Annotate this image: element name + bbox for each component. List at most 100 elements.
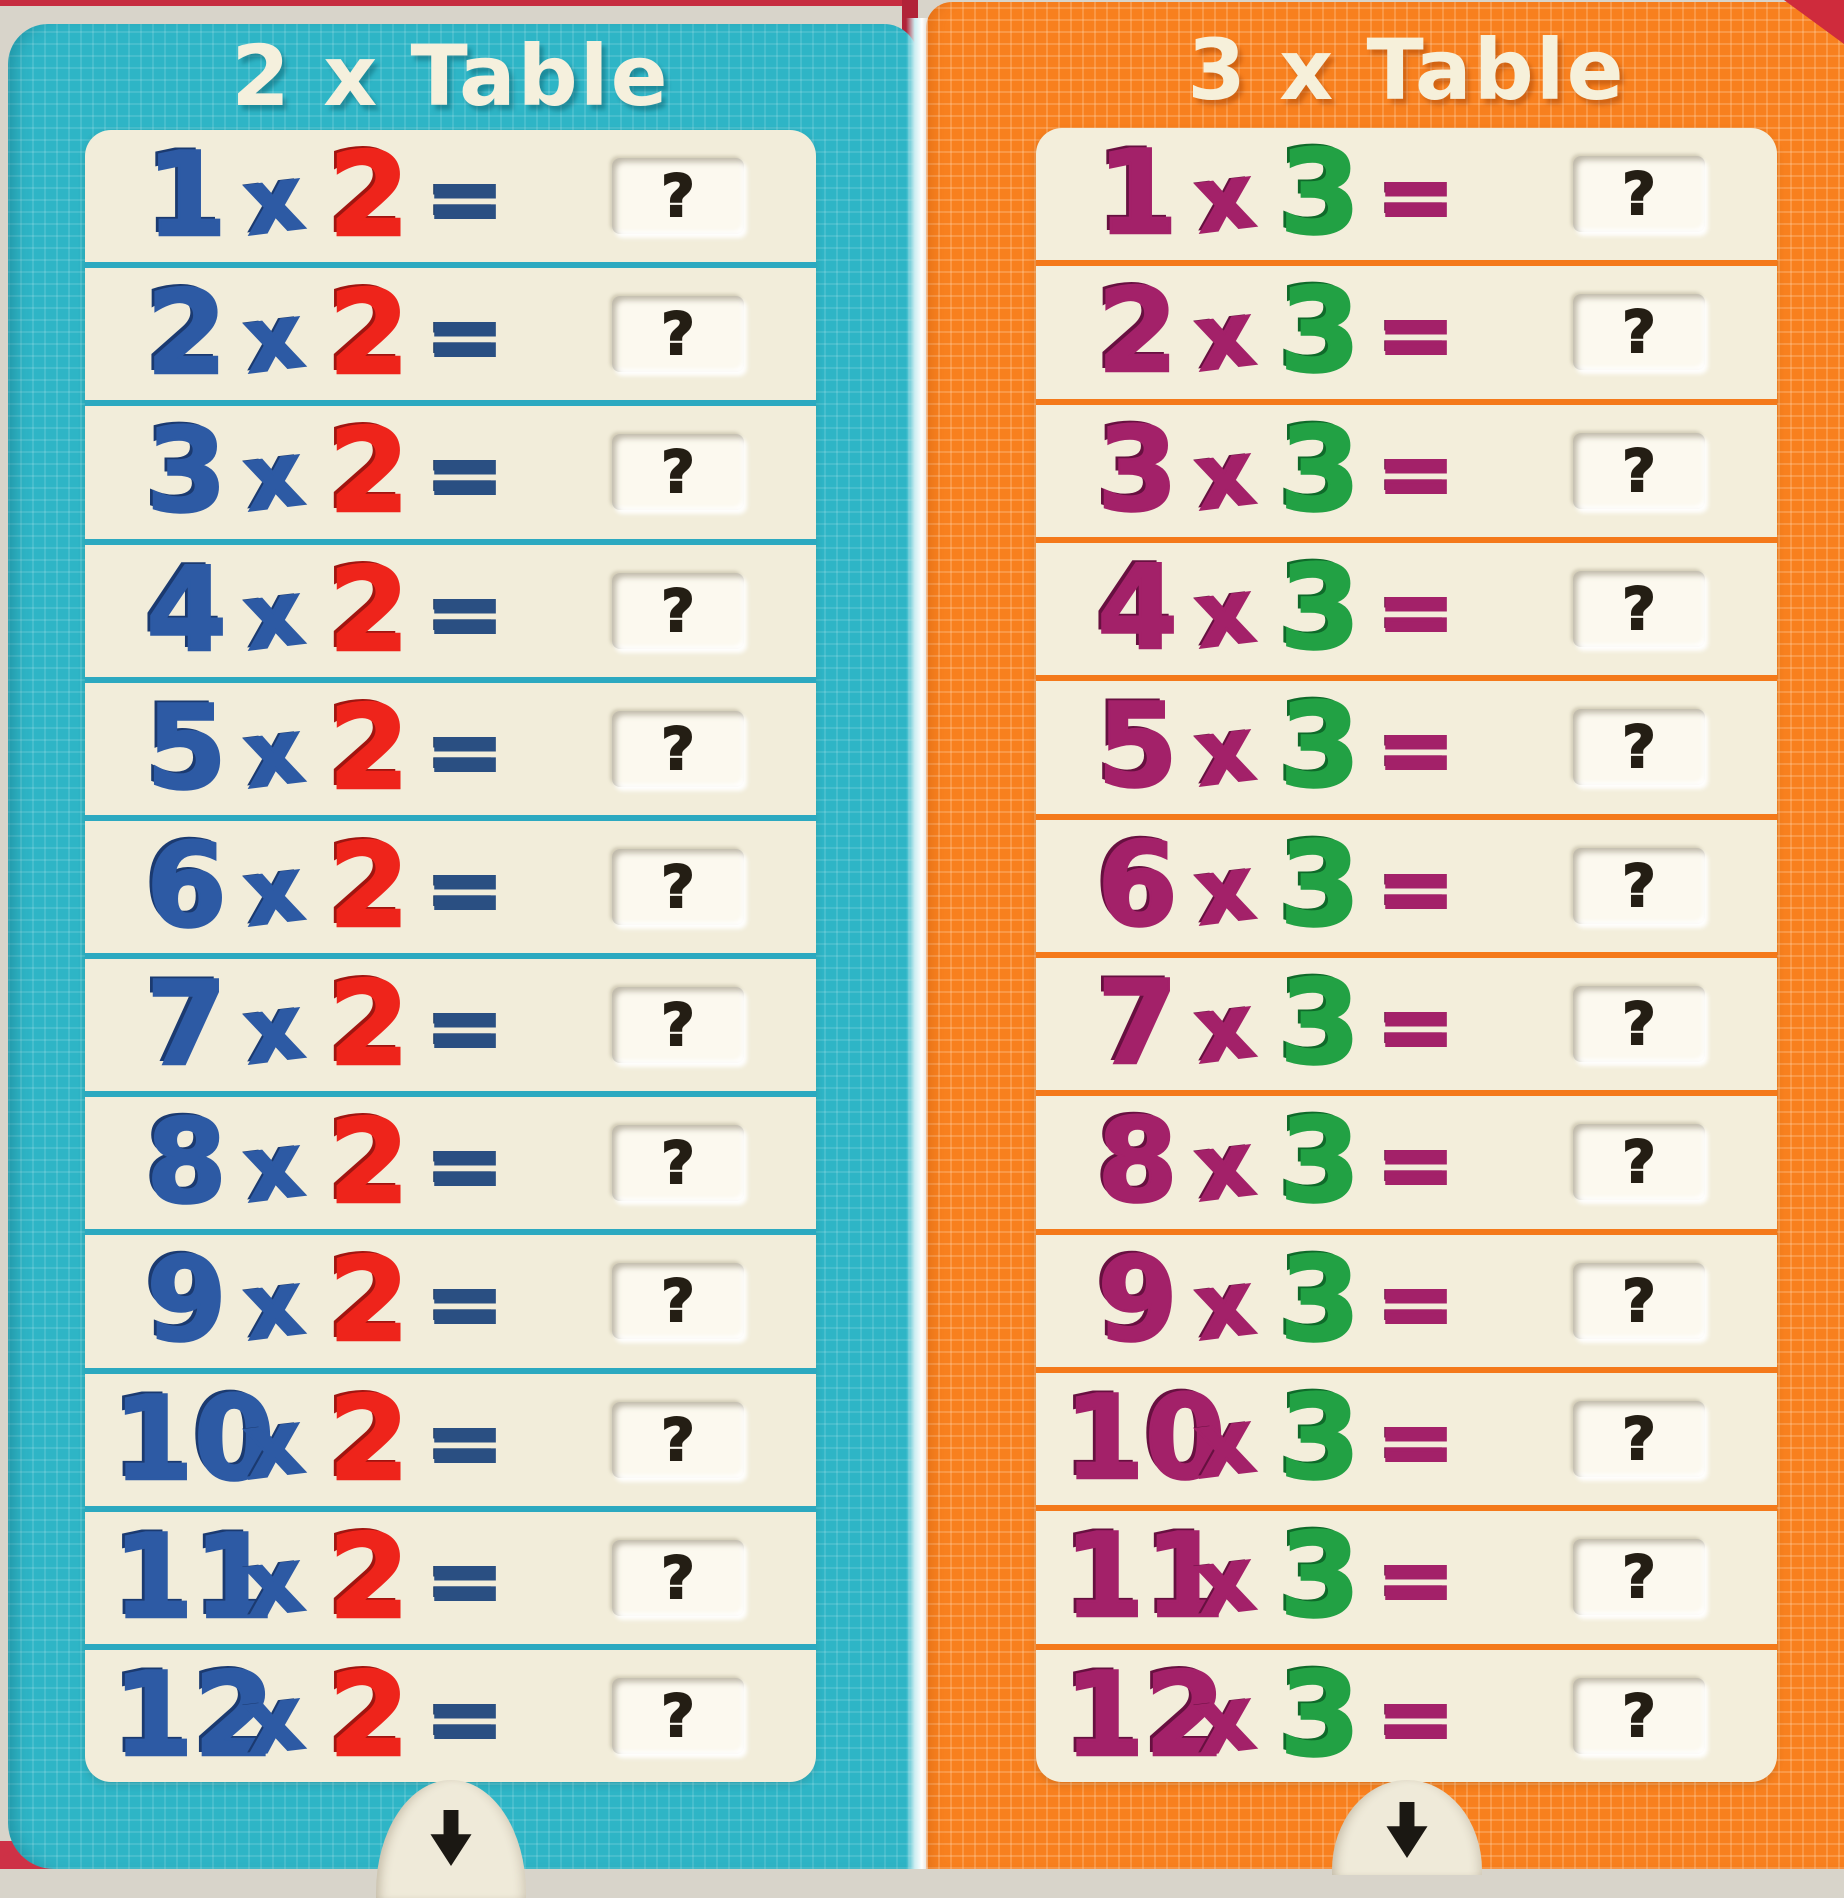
multiply-sign: x <box>1189 696 1261 808</box>
answer-window[interactable]: ? <box>612 158 744 235</box>
question-mark: ? <box>1621 1681 1657 1750</box>
answer-window[interactable]: ? <box>612 1401 744 1478</box>
answer-window[interactable]: ? <box>612 296 744 373</box>
multiplier: 2 <box>327 1509 410 1645</box>
equals-sign: = <box>424 974 505 1082</box>
multiplier: 3 <box>1278 817 1361 953</box>
multiplier: 2 <box>327 1371 410 1507</box>
pull-tab[interactable] <box>376 1780 526 1898</box>
multiplier: 3 <box>1278 128 1361 262</box>
answer-window[interactable]: ? <box>1573 1262 1705 1339</box>
answer-window[interactable]: ? <box>612 572 744 649</box>
multiplier: 2 <box>327 818 410 954</box>
answer-window[interactable]: ? <box>612 434 744 511</box>
equals-sign: = <box>424 697 505 805</box>
answer-window[interactable]: ? <box>1573 986 1705 1063</box>
question-mark: ? <box>660 1129 696 1198</box>
table-row: 7 x 2 =? <box>85 953 816 1091</box>
answer-window[interactable]: ? <box>1573 1539 1705 1616</box>
multiplier: 3 <box>1278 541 1361 677</box>
multiply-sign: x <box>238 1250 310 1362</box>
answer-window[interactable]: ? <box>612 1677 744 1754</box>
multiply-sign: x <box>1189 973 1261 1085</box>
question-mark: ? <box>660 1543 696 1612</box>
table-row: 8 x 3 =? <box>1036 1090 1777 1228</box>
multiplier: 3 <box>1278 679 1361 815</box>
answer-window[interactable]: ? <box>1573 571 1705 648</box>
multiplier: 2 <box>327 542 410 678</box>
equals-sign: = <box>1375 1664 1456 1772</box>
table-row: 5 x 2 =? <box>85 676 816 816</box>
answer-window[interactable]: ? <box>612 710 744 787</box>
multiply-sign: x <box>1189 558 1261 670</box>
table-row: 12 x 3 =? <box>1036 1643 1777 1782</box>
answer-window[interactable]: ? <box>1573 156 1705 233</box>
answer-window[interactable]: ? <box>1573 432 1705 509</box>
page-title: 2 x Table <box>231 27 670 125</box>
multiplicand: 7 <box>1096 956 1179 1092</box>
table-row: 5 x 3 =? <box>1036 675 1777 813</box>
multiplicand: 10 <box>1063 1371 1227 1507</box>
multiplier: 2 <box>327 1095 410 1231</box>
equals-sign: = <box>1375 1388 1456 1496</box>
multiplier: 2 <box>327 266 410 402</box>
answer-window[interactable]: ? <box>612 1263 744 1340</box>
answer-window[interactable]: ? <box>612 1125 744 1202</box>
page-2x-table: 2 x Table 1 x 2 =? 2 x 2 =? 3 x 2 =? 4 x 2 =? 5 x 2 =? 6 x 2 =?… <box>8 24 918 1898</box>
multiply-sign: x <box>238 1388 310 1500</box>
equals-sign: = <box>424 1112 505 1220</box>
equals-sign: = <box>1375 834 1456 942</box>
multiplicand: 7 <box>145 957 228 1093</box>
page-edge-highlight <box>906 18 928 1869</box>
multiply-sign: x <box>1189 1664 1261 1776</box>
table-row: 3 x 2 =? <box>85 400 816 538</box>
question-mark: ? <box>1621 436 1657 505</box>
answer-window[interactable]: ? <box>612 1539 744 1616</box>
rows: 1 x 2 =? 2 x 2 =? 3 x 2 =? 4 x 2 =? 5 x 2 =? 6 x 2 =? 7 x 2 =? 8 x 2 =?… <box>85 130 816 1782</box>
answer-window[interactable]: ? <box>1573 709 1705 786</box>
multiplicand: 12 <box>112 1647 276 1782</box>
equals-sign: = <box>1375 419 1456 527</box>
table-row: 2 x 3 =? <box>1036 260 1777 398</box>
table-row: 3 x 3 =? <box>1036 398 1777 537</box>
answer-window[interactable]: ? <box>612 848 744 925</box>
multiplicand: 11 <box>1063 1509 1227 1645</box>
equals-sign: = <box>1375 1111 1456 1219</box>
multiplicand: 3 <box>145 404 228 540</box>
answer-window[interactable]: ? <box>1573 1124 1705 1201</box>
multiplicand: 8 <box>145 1095 228 1231</box>
multiplicand: 5 <box>1096 679 1179 815</box>
equals-sign: = <box>1375 1249 1456 1357</box>
multiplicand: 1 <box>1096 128 1179 262</box>
multiplicand: 5 <box>145 680 228 816</box>
question-mark: ? <box>1621 1128 1657 1197</box>
answer-window[interactable]: ? <box>1573 294 1705 371</box>
pull-tab[interactable] <box>1332 1780 1482 1875</box>
down-arrow-icon <box>428 1810 474 1866</box>
down-arrow-icon <box>1384 1802 1430 1858</box>
equals-sign: = <box>424 559 505 667</box>
multiplier: 3 <box>1278 956 1361 1092</box>
question-mark: ? <box>660 300 696 369</box>
multiplier: 2 <box>327 957 410 1093</box>
multiplicand: 6 <box>145 818 228 954</box>
multiply-sign: x <box>1189 419 1261 531</box>
question-mark: ? <box>1621 1543 1657 1612</box>
multiply-sign: x <box>1189 834 1261 946</box>
answer-window[interactable]: ? <box>612 987 744 1064</box>
answer-window[interactable]: ? <box>1573 847 1705 924</box>
multiply-sign: x <box>238 1664 310 1776</box>
multiply-sign: x <box>238 421 310 533</box>
table-row: 9 x 2 =? <box>85 1229 816 1367</box>
table-row: 11 x 2 =? <box>85 1505 816 1645</box>
multiplicand: 1 <box>145 130 228 264</box>
answer-window[interactable]: ? <box>1573 1401 1705 1478</box>
answer-window[interactable]: ? <box>1573 1677 1705 1754</box>
multiplier: 3 <box>1278 1509 1361 1645</box>
question-mark: ? <box>1621 1266 1657 1335</box>
multiplicand: 12 <box>1063 1647 1227 1782</box>
equals-sign: = <box>1375 143 1456 251</box>
table-row: 1 x 2 =? <box>85 130 816 262</box>
equals-sign: = <box>424 835 505 943</box>
question-mark: ? <box>1621 575 1657 644</box>
